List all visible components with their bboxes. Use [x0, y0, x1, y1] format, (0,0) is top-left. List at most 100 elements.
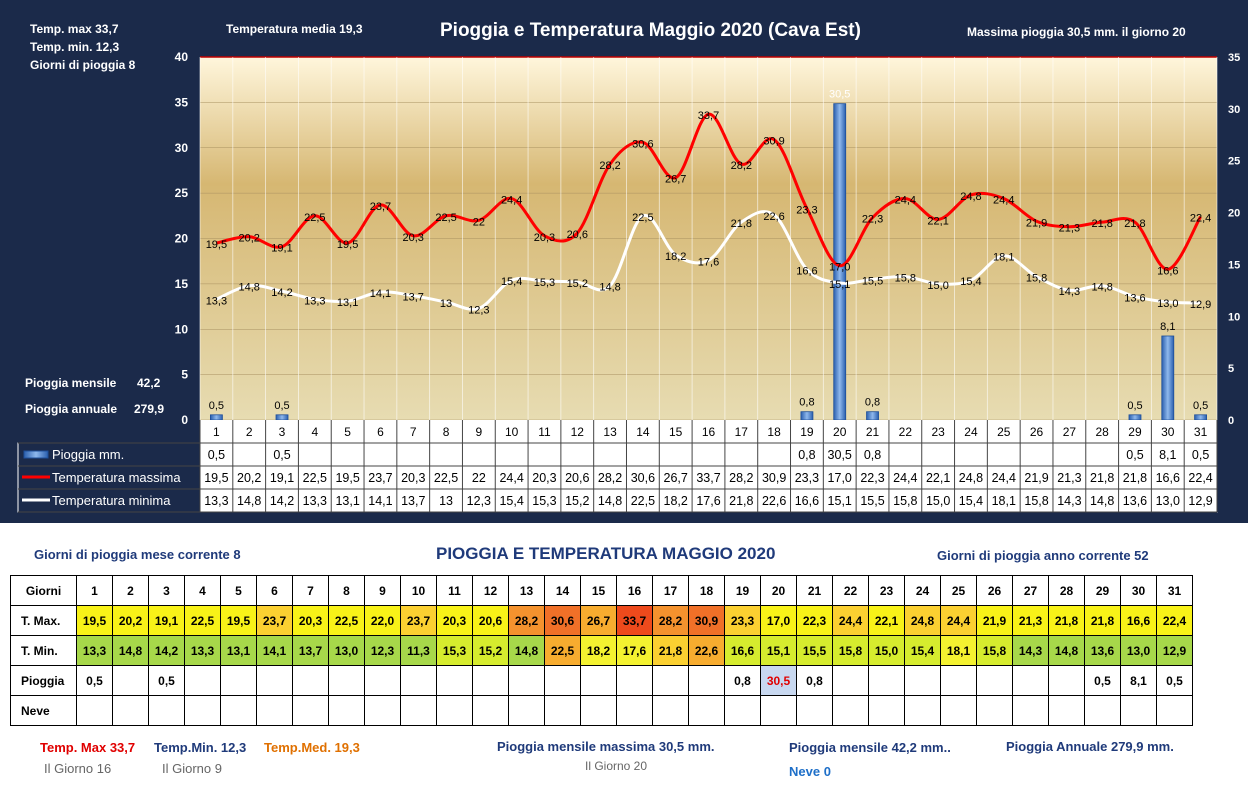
table-snow-cell [508, 695, 545, 726]
table-rain-cell [940, 665, 977, 696]
tmax-label: 22,5 [435, 212, 456, 224]
table-rain-cell [1012, 665, 1049, 696]
tmin-label: 14,8 [238, 282, 259, 294]
tmax-label: 22,1 [927, 215, 948, 227]
tmax-label: 33,7 [698, 110, 719, 122]
tmax-line [216, 112, 1202, 271]
table-tmax-cell: 24,4 [940, 605, 977, 636]
table-value: 15,4 [499, 494, 523, 508]
table-value: 15,5 [860, 494, 884, 508]
table-tmax-cell: 21,9 [976, 605, 1013, 636]
table-value: 18,1 [992, 494, 1016, 508]
table-tmin-cell: 15,8 [976, 635, 1013, 666]
footer-tmin: Temp.Min. 12,3 [154, 740, 247, 755]
table-rain-cell [472, 665, 509, 696]
table-value: 22 [472, 471, 486, 485]
tmin-label: 22,5 [632, 212, 653, 224]
tmin-label: 13,3 [206, 295, 227, 307]
table-day-cell: 31 [1156, 575, 1193, 606]
table-value: 15,1 [828, 494, 852, 508]
table-tmax-cell: 22,5 [184, 605, 221, 636]
table-rain-cell [976, 665, 1013, 696]
values-bg [200, 443, 1217, 512]
x-tick-label: 8 [443, 425, 450, 439]
table-rain-cell [328, 665, 365, 696]
table-value: 20,3 [401, 471, 425, 485]
table-value: 30,9 [762, 471, 786, 485]
table-snow-cell [904, 695, 941, 726]
table-tmin-cell: 15,5 [796, 635, 833, 666]
tmax-label: 23,3 [796, 205, 817, 217]
legend-key-rain [23, 450, 49, 459]
table-rain-cell [868, 665, 905, 696]
table-value: 15,0 [926, 494, 950, 508]
x-tick-label: 30 [1161, 425, 1175, 439]
day-row-bg [200, 420, 1217, 443]
table-row-days: Giorni 1 2 3 4 5 6 7 8 9 10 11 12 13 14 15 16 17 18 19 20 21… [10, 575, 1193, 606]
x-tick-label: 5 [344, 425, 351, 439]
table-snow-cell [688, 695, 725, 726]
table-day-cell: 12 [472, 575, 509, 606]
table-value: 17,6 [696, 494, 720, 508]
table-snow-cell [472, 695, 509, 726]
table-row-rain: Pioggia 0,5 0,5 0,8 30,5 0,8 0,5 8,1 0,5 [10, 665, 1193, 696]
table-value: 17,0 [828, 471, 852, 485]
table-day-cell: 11 [436, 575, 473, 606]
table-tmax-cell: 22,5 [328, 605, 365, 636]
table-day-cell: 29 [1084, 575, 1121, 606]
x-tick-label: 10 [505, 425, 519, 439]
table-day-cell: 22 [832, 575, 869, 606]
x-tick-label: 9 [476, 425, 483, 439]
table-snow-cell [616, 695, 653, 726]
table-rain-cell [400, 665, 437, 696]
tmin-label: 15,4 [501, 276, 522, 288]
table-tmax-cell: 21,3 [1012, 605, 1049, 636]
table-value: 15,3 [532, 494, 556, 508]
tmax-label: 21,8 [1124, 218, 1145, 230]
tmax-label: 20,3 [403, 232, 424, 244]
tmin-label: 13,6 [1124, 293, 1145, 305]
table-tmin-cell: 13,0 [1120, 635, 1157, 666]
table-snow-cell [724, 695, 761, 726]
table-tmin-cell: 13,3 [184, 635, 221, 666]
tmax-label: 30,6 [632, 138, 653, 150]
tmin-label: 15,4 [960, 276, 981, 288]
footer-month-rain: Pioggia mensile 42,2 mm.. [789, 740, 951, 755]
table-tmax-cell: 23,3 [724, 605, 761, 636]
table-snow-cell [292, 695, 329, 726]
table-value: 33,7 [696, 471, 720, 485]
table-tmin-cell: 13,7 [292, 635, 329, 666]
table-value: 14,2 [270, 494, 294, 508]
max-rain-summary: Massima pioggia 30,5 mm. il giorno 20 [967, 25, 1186, 39]
tmax-label: 20,3 [534, 232, 555, 244]
monthly-rain-label: Pioggia mensile [25, 376, 117, 390]
x-tick-label: 22 [899, 425, 913, 439]
table-day-cell: 9 [364, 575, 401, 606]
table-value: 13,7 [401, 494, 425, 508]
table-day-cell: 4 [184, 575, 221, 606]
table-value: 0,5 [273, 448, 290, 462]
tmax-label: 28,2 [731, 160, 752, 172]
table-value: 21,3 [1057, 471, 1081, 485]
table-value: 0,8 [798, 448, 815, 462]
table-value: 14,1 [368, 494, 392, 508]
x-tick-label: 12 [571, 425, 585, 439]
table-value: 13,3 [204, 494, 228, 508]
x-tick-label: 4 [311, 425, 318, 439]
table-tmin-cell: 22,5 [544, 635, 581, 666]
tmin-label: 12,3 [468, 304, 489, 316]
tmax-label: 24,4 [993, 195, 1014, 207]
table-tmax-cell: 21,8 [1084, 605, 1121, 636]
table-value: 24,8 [959, 471, 983, 485]
table-day-cell: 25 [940, 575, 977, 606]
tmin-label: 13,3 [304, 295, 325, 307]
table-snow-cell [796, 695, 833, 726]
rain-label: 0,5 [1127, 400, 1142, 412]
tmax-label: 22,3 [862, 214, 883, 226]
table-tmax-cell: 28,2 [652, 605, 689, 636]
table-value: 14,8 [1090, 494, 1114, 508]
y-left-tick-label: 15 [175, 277, 189, 291]
tmax-label: 24,8 [960, 191, 981, 203]
tmax-label: 19,1 [271, 243, 292, 255]
